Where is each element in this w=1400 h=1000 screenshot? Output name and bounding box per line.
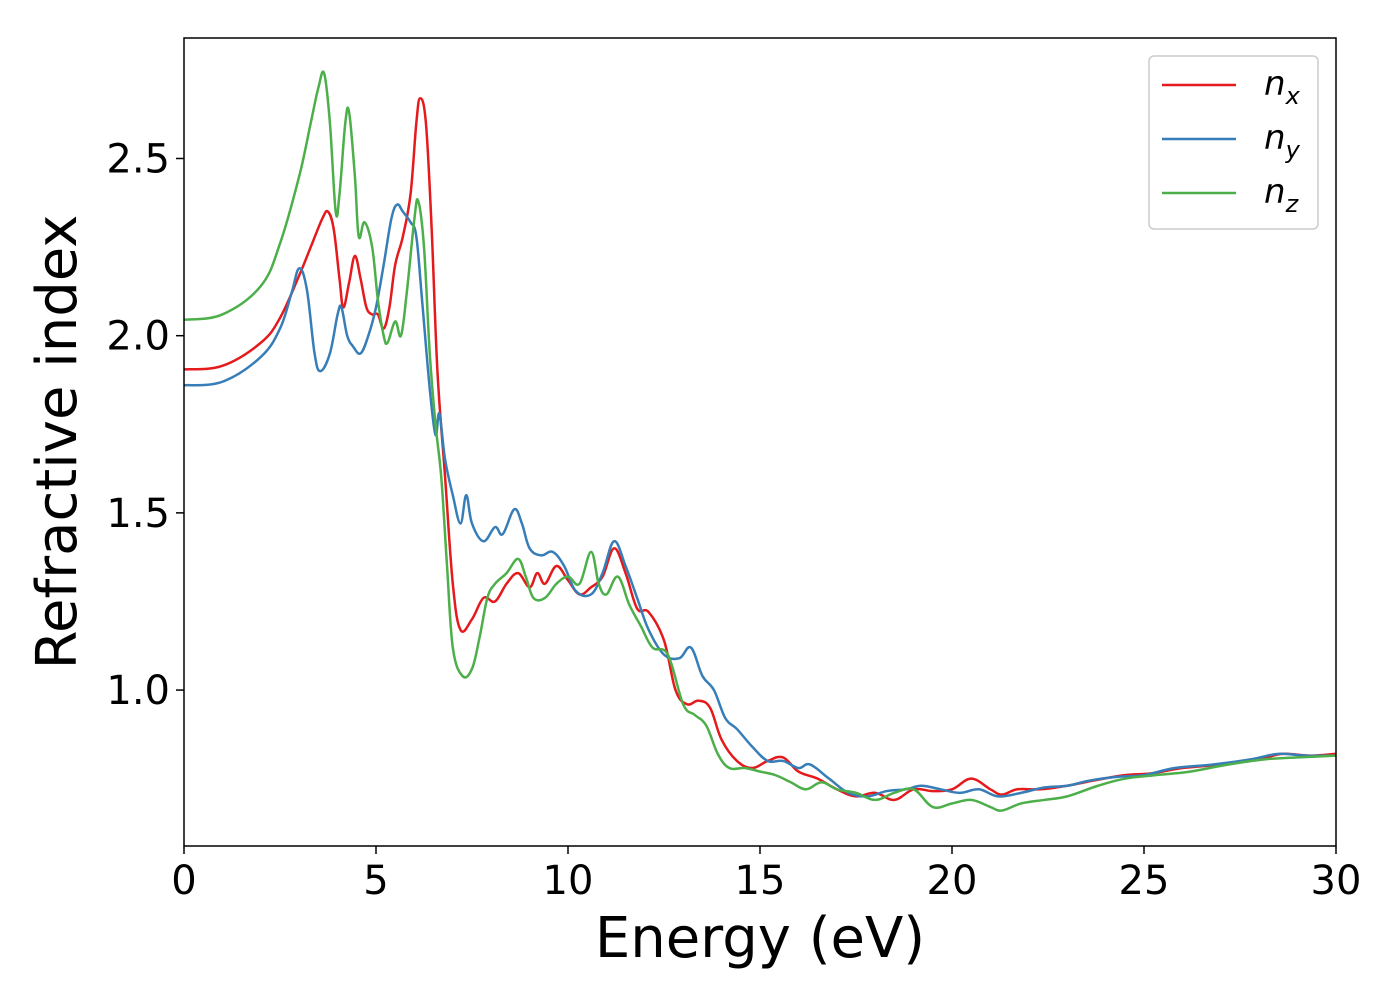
x-tick-label: 10 (543, 858, 594, 904)
legend: nx ny nz (1148, 55, 1319, 230)
legend-box (1148, 55, 1319, 230)
y-tick-label: 2.5 (106, 136, 170, 182)
series-line-nz (184, 70, 1336, 812)
x-axis: 0 5 10 15 20 25 30 (171, 846, 1361, 904)
legend-label-nx: nx (1264, 64, 1301, 110)
y-axis: 1.0 1.5 2.0 2.5 (106, 136, 184, 714)
y-tick-label: 1.5 (106, 491, 170, 537)
series-line-ny (184, 203, 1336, 798)
x-tick-label: 30 (1311, 858, 1362, 904)
x-tick-label: 15 (735, 858, 786, 904)
x-axis-label: Energy (eV) (595, 906, 925, 971)
y-tick-label: 1.0 (106, 668, 170, 714)
y-axis-label: Refractive index (25, 215, 90, 670)
x-tick-label: 25 (1119, 858, 1170, 904)
legend-label-ny: ny (1264, 118, 1301, 164)
x-tick-label: 5 (363, 858, 388, 904)
y-tick-label: 2.0 (106, 314, 170, 360)
legend-label-nz: nz (1264, 172, 1300, 218)
series-layer (184, 70, 1336, 812)
x-tick-label: 0 (171, 858, 196, 904)
x-tick-label: 20 (927, 858, 978, 904)
